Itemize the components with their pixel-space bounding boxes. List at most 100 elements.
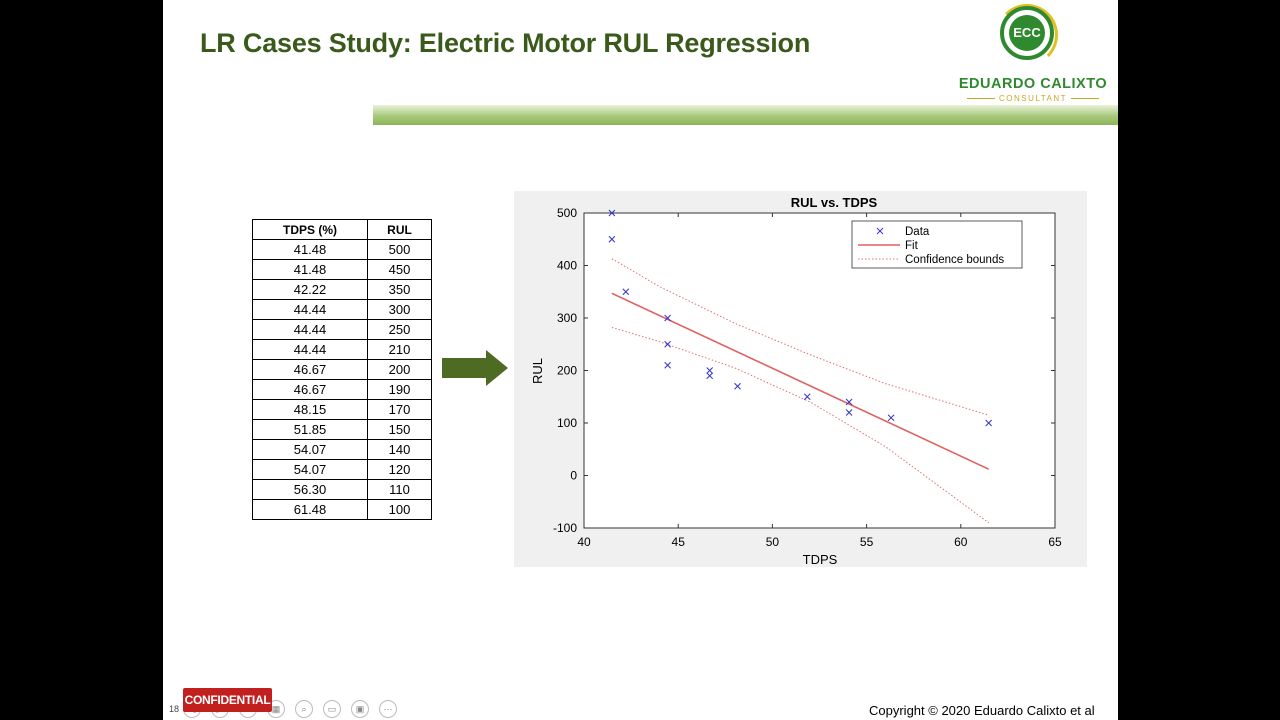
fit-line-segment [611, 292, 990, 470]
table-row: 51.85 150 [252, 419, 432, 440]
tdps-cell: 44.44 [252, 299, 368, 320]
data-point [985, 419, 993, 427]
y-tick-label: -100 [553, 521, 577, 535]
y-tick-label: 400 [557, 259, 577, 273]
data-point [706, 372, 714, 380]
logo-circle: ECC [1000, 6, 1054, 60]
confidence-bound-upper [611, 258, 989, 416]
rul-cell: 170 [367, 399, 432, 420]
y-tick-label: 0 [570, 469, 577, 483]
rul-cell: 190 [367, 379, 432, 400]
subtitles-icon[interactable]: ▭ [323, 700, 341, 718]
data-point [622, 288, 630, 296]
y-axis-label: RUL [530, 358, 545, 384]
table-row: 42.22 350 [252, 279, 432, 300]
rul-cell: 500 [367, 239, 432, 260]
tdps-cell: 46.67 [252, 379, 368, 400]
rul-cell: 100 [367, 499, 432, 520]
legend-items: Data Fit Confidence bounds [858, 226, 1004, 266]
table-row: 41.48 450 [252, 259, 432, 280]
x-tick-label: 60 [954, 535, 968, 549]
copyright-text: Copyright © 2020 Eduardo Calixto et al [869, 703, 1095, 718]
table-row: 44.44 250 [252, 319, 432, 340]
rul-cell: 350 [367, 279, 432, 300]
y-tick-label: 300 [557, 311, 577, 325]
tdps-cell: 46.67 [252, 359, 368, 380]
tdps-cell: 44.44 [252, 319, 368, 340]
data-point [664, 361, 672, 369]
table-row: 41.48 500 [252, 239, 432, 260]
table-row: 46.67 200 [252, 359, 432, 380]
rul-cell: 300 [367, 299, 432, 320]
data-point [734, 382, 741, 390]
table-row: 61.48 100 [252, 499, 432, 520]
data-point [664, 314, 672, 322]
data-point [845, 409, 853, 416]
tdps-cell: 54.07 [252, 459, 368, 480]
chart-title: RUL vs. TDPS [791, 195, 878, 210]
tdps-cell: 56.30 [252, 479, 368, 500]
rul-cell: 210 [367, 339, 432, 360]
data-point [803, 393, 811, 401]
data-point [887, 414, 895, 422]
zoom-icon[interactable]: ⌕ [295, 700, 313, 718]
data-point [706, 367, 714, 374]
table-header-tdps: TDPS (%) [252, 219, 368, 240]
y-tick-label: 500 [557, 206, 577, 220]
y-tick-label: 200 [557, 364, 577, 378]
right-arrow-icon [442, 350, 508, 386]
tdps-cell: 61.48 [252, 499, 368, 520]
legend-label: Data [905, 226, 930, 238]
legend-marker-data [876, 227, 884, 235]
rul-cell: 200 [367, 359, 432, 380]
table-row: 54.07 120 [252, 459, 432, 480]
y-tick-label: 100 [557, 416, 577, 430]
rul-cell: 110 [367, 479, 432, 500]
data-point [664, 340, 672, 348]
page-number: 18 [169, 704, 180, 714]
legend-label: Confidence bounds [905, 254, 1004, 266]
tdps-cell: 41.48 [252, 239, 368, 260]
table-row: 46.67 190 [252, 379, 432, 400]
tdps-cell: 51.85 [252, 419, 368, 440]
x-tick-label: 40 [577, 535, 591, 549]
video-icon[interactable]: ▣ [351, 700, 369, 718]
company-logo: ECC EDUARDO CALIXTO CONSULTANT [953, 4, 1113, 104]
slide-title: LR Cases Study: Electric Motor RUL Regre… [200, 28, 811, 58]
table-row: 56.30 110 [252, 479, 432, 500]
tdps-cell: 41.48 [252, 259, 368, 280]
axis-ticks: 40 45 50 55 60 65 -100 0 100 200 300 400 500 [553, 206, 1062, 549]
logo-name: EDUARDO CALIXTO [958, 76, 1108, 92]
table-row: 44.44 300 [252, 299, 432, 320]
legend-label: Fit [905, 240, 919, 252]
confidential-badge: CONFIDENTIAL [183, 688, 272, 712]
data-point [608, 209, 616, 217]
rul-cell: 120 [367, 459, 432, 480]
x-tick-label: 45 [672, 535, 686, 549]
rul-cell: 450 [367, 259, 432, 280]
table-body: 41.48 500 41.48 450 42.22 350 44.44 300 44.44 250… [252, 239, 432, 520]
chart-container: 40 45 50 55 60 65 -100 0 100 200 300 400 500 RUL vs.… [514, 191, 1087, 567]
more-icon[interactable]: ⋯ [379, 700, 397, 718]
rul-cell: 250 [367, 319, 432, 340]
rul-cell: 140 [367, 439, 432, 460]
slide: LR Cases Study: Electric Motor RUL Regre… [163, 0, 1118, 720]
tdps-cell: 48.15 [252, 399, 368, 420]
legend: Data Fit Confidence bounds [851, 220, 1023, 269]
title-underline-bar [373, 105, 1118, 125]
fit-line [611, 292, 990, 470]
logo-arc [996, 4, 1058, 66]
table-header-rul: RUL [367, 219, 432, 240]
table-row: 44.44 210 [252, 339, 432, 360]
x-tick-label: 65 [1048, 535, 1062, 549]
tdps-cell: 44.44 [252, 339, 368, 360]
x-tick-label: 50 [766, 535, 780, 549]
table-row: 48.15 170 [252, 399, 432, 420]
logo-subtitle-text: CONSULTANT [998, 94, 1068, 103]
data-point [845, 398, 853, 406]
scatter-chart: 40 45 50 55 60 65 -100 0 100 200 300 400 500 RUL vs.… [530, 195, 1062, 567]
tdps-cell: 54.07 [252, 439, 368, 460]
data-points [608, 209, 993, 427]
x-tick-label: 55 [860, 535, 874, 549]
data-table: TDPS (%) RUL 41.48 500 41.48 450 42.22 350 44.… [252, 219, 432, 520]
